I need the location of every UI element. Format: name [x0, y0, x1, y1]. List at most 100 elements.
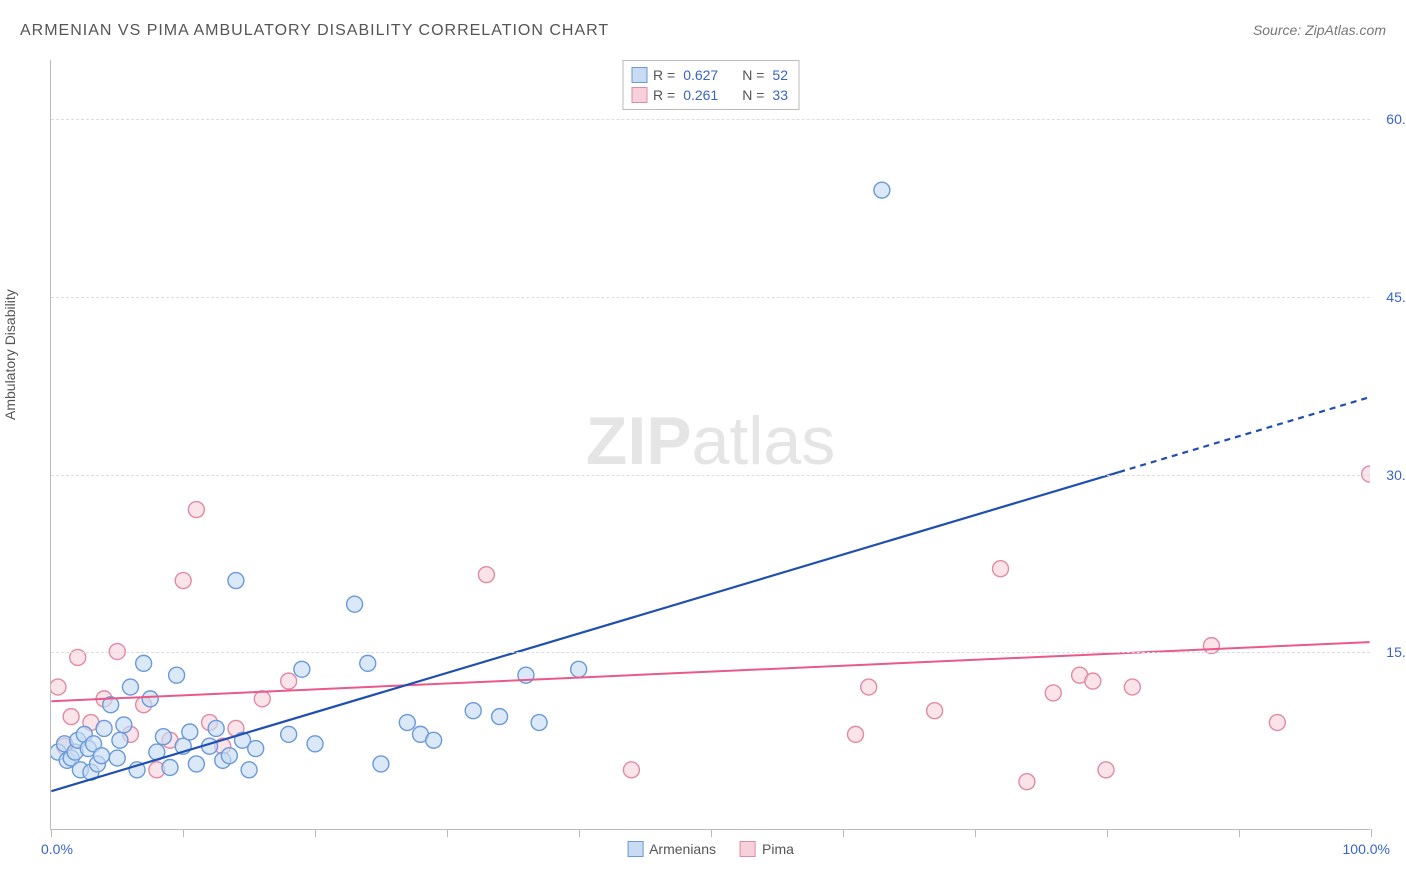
armenians-point: [248, 741, 264, 757]
legend-item: Pima: [740, 841, 794, 857]
armenians-point: [182, 724, 198, 740]
armenians-point: [175, 738, 191, 754]
pima-point: [254, 691, 270, 707]
armenians-point: [235, 732, 251, 748]
armenians-point: [63, 750, 79, 766]
armenians-point: [412, 726, 428, 742]
armenians-point: [215, 752, 231, 768]
pima-point: [993, 561, 1009, 577]
stat-n-label: N =: [742, 67, 764, 83]
armenians-point: [221, 748, 237, 764]
legend-swatch-icon: [631, 87, 647, 103]
armenians-point: [86, 736, 102, 752]
pima-point: [861, 679, 877, 695]
armenians-point: [307, 736, 323, 752]
legend-item: Armenians: [627, 841, 716, 857]
pima-point: [1085, 673, 1101, 689]
legend-swatch-icon: [627, 841, 643, 857]
pima-point: [1098, 762, 1114, 778]
armenians-point: [347, 596, 363, 612]
y-tick-label: 15.0%: [1386, 644, 1406, 660]
legend-stats-row: R =0.261N =33: [631, 85, 790, 105]
source-name: ZipAtlas.com: [1305, 22, 1386, 38]
x-tick: [975, 829, 976, 837]
pima-point: [149, 762, 165, 778]
armenians-point: [531, 715, 547, 731]
armenians-point: [103, 697, 119, 713]
armenians-point: [155, 729, 171, 745]
x-tick: [1107, 829, 1108, 837]
y-tick-label: 30.0%: [1386, 467, 1406, 483]
armenians-point: [129, 762, 145, 778]
source-prefix: Source:: [1253, 22, 1305, 38]
legend-item-label: Pima: [762, 841, 794, 857]
pima-point: [848, 726, 864, 742]
pima-point: [122, 726, 138, 742]
armenians-point: [51, 744, 66, 760]
pima-point: [51, 679, 66, 695]
armenians-point: [169, 667, 185, 683]
x-tick: [51, 829, 52, 837]
armenians-point: [202, 738, 218, 754]
armenians-point: [90, 756, 106, 772]
pima-point: [162, 732, 178, 748]
armenians-point: [80, 741, 96, 757]
legend-item-label: Armenians: [649, 841, 716, 857]
x-axis-min-label: 0.0%: [41, 841, 73, 857]
pima-point: [927, 703, 943, 719]
y-axis-label: Ambulatory Disability: [2, 289, 18, 420]
pima-point: [1203, 638, 1219, 654]
armenians-point: [399, 715, 415, 731]
pima-point: [478, 567, 494, 583]
armenians-point: [109, 750, 125, 766]
y-gridline: [51, 297, 1370, 298]
armenians-point: [518, 667, 534, 683]
armenians-point: [70, 732, 86, 748]
chart-svg: [51, 60, 1370, 829]
plot-area: ZIPatlas R =0.627N =52R =0.261N =33 Arme…: [50, 60, 1370, 830]
pima-point: [188, 502, 204, 518]
stat-n-label: N =: [742, 87, 764, 103]
pima-point: [1045, 685, 1061, 701]
stat-n-value: 52: [772, 67, 788, 83]
watermark-rest: atlas: [692, 403, 836, 479]
x-axis-max-label: 100.0%: [1343, 841, 1390, 857]
pima-point: [1269, 715, 1285, 731]
legend-swatch-icon: [631, 67, 647, 83]
y-gridline: [51, 475, 1370, 476]
armenians-point: [96, 720, 112, 736]
pima-point: [136, 697, 152, 713]
pima-point: [215, 738, 231, 754]
pima-point: [202, 715, 218, 731]
armenians-point: [116, 717, 132, 733]
pima-point: [1072, 667, 1088, 683]
armenians-trendline: [51, 472, 1119, 791]
watermark: ZIPatlas: [586, 402, 835, 480]
armenians-point: [83, 764, 99, 780]
pima-trendline: [51, 642, 1369, 701]
legend-swatch-icon: [740, 841, 756, 857]
armenians-point: [492, 709, 508, 725]
pima-point: [96, 691, 112, 707]
armenians-point: [93, 748, 109, 764]
pima-point: [57, 738, 73, 754]
x-tick: [183, 829, 184, 837]
x-tick: [579, 829, 580, 837]
pima-point: [228, 720, 244, 736]
armenians-point: [72, 762, 88, 778]
pima-point: [281, 673, 297, 689]
armenians-point: [188, 756, 204, 772]
x-tick: [711, 829, 712, 837]
armenians-point: [76, 726, 92, 742]
legend-stats-box: R =0.627N =52R =0.261N =33: [622, 60, 799, 110]
armenians-point: [874, 182, 890, 198]
y-gridline: [51, 119, 1370, 120]
armenians-point: [149, 744, 165, 760]
armenians-point: [136, 655, 152, 671]
armenians-point: [571, 661, 587, 677]
pima-point: [623, 762, 639, 778]
watermark-bold: ZIP: [586, 403, 692, 479]
pima-point: [83, 715, 99, 731]
armenians-point: [59, 752, 75, 768]
pima-point: [175, 573, 191, 589]
